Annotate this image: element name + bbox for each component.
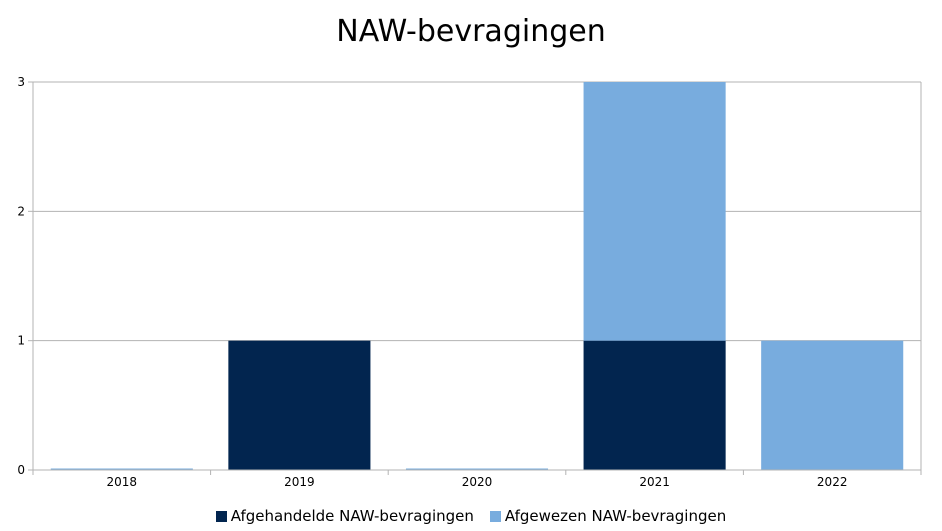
legend-label-afgehandelde: Afgehandelde NAW-bevragingen (230, 507, 474, 525)
y-tick-label-1: 1 (17, 334, 25, 348)
x-tick-label-2021: 2021 (639, 475, 670, 489)
legend-entry-afgewezen: Afgewezen NAW-bevragingen (489, 507, 727, 525)
bar-2020-zero (405, 468, 549, 470)
bar-2021-series-1 (583, 82, 726, 341)
legend-entry-afgehandelde: Afgehandelde NAW-bevragingen (215, 507, 474, 525)
x-tick-label-2020: 2020 (462, 475, 493, 489)
bars (50, 82, 904, 470)
y-tick-label-0: 0 (17, 463, 25, 477)
y-tick-label-2: 2 (17, 204, 25, 218)
bar-2021-series-0 (583, 340, 726, 470)
legend-swatch-afgehandelde (215, 510, 227, 522)
chart-title: NAW-bevragingen (336, 14, 606, 49)
bar-2018-zero (50, 468, 193, 470)
x-tick-label-2019: 2019 (284, 475, 315, 489)
legend-swatch-afgewezen (489, 510, 501, 522)
x-tick-label-2022: 2022 (817, 475, 848, 489)
legend: Afgehandelde NAW-bevragingen Afgewezen N… (0, 507, 942, 525)
bar-2019-series-0 (228, 340, 371, 470)
y-tick-label-3: 3 (17, 75, 25, 89)
legend-label-afgewezen: Afgewezen NAW-bevragingen (504, 507, 727, 525)
axes: 0 1 2 3 2018 2019 2020 2021 2022 (17, 75, 922, 489)
x-tick-label-2018: 2018 (107, 475, 138, 489)
bar-2022-series-1 (761, 340, 904, 470)
